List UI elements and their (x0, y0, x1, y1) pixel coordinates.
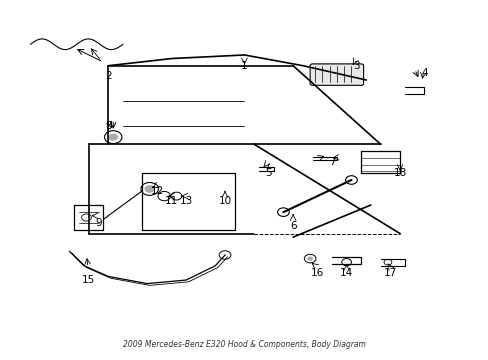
Circle shape (145, 186, 154, 192)
Text: 17: 17 (383, 268, 396, 278)
Text: 2: 2 (105, 71, 111, 81)
Text: 18: 18 (393, 168, 406, 178)
Text: 16: 16 (310, 268, 324, 278)
Text: 1: 1 (241, 61, 247, 71)
Text: 10: 10 (218, 197, 231, 206)
Text: 12: 12 (150, 186, 163, 196)
Text: 3: 3 (352, 61, 359, 71)
Circle shape (108, 134, 118, 141)
Text: 6: 6 (289, 221, 296, 231)
Text: 14: 14 (339, 268, 352, 278)
Text: 7: 7 (328, 157, 335, 167)
Text: 5: 5 (265, 168, 271, 178)
Text: 15: 15 (82, 275, 95, 285)
Text: 2009 Mercedes-Benz E320 Hood & Components, Body Diagram: 2009 Mercedes-Benz E320 Hood & Component… (123, 340, 365, 349)
Circle shape (306, 256, 312, 261)
Text: 13: 13 (179, 197, 192, 206)
Text: 11: 11 (164, 197, 178, 206)
FancyBboxPatch shape (309, 64, 363, 85)
Text: 8: 8 (105, 121, 111, 131)
Text: 9: 9 (95, 218, 102, 228)
Text: 4: 4 (420, 68, 427, 78)
